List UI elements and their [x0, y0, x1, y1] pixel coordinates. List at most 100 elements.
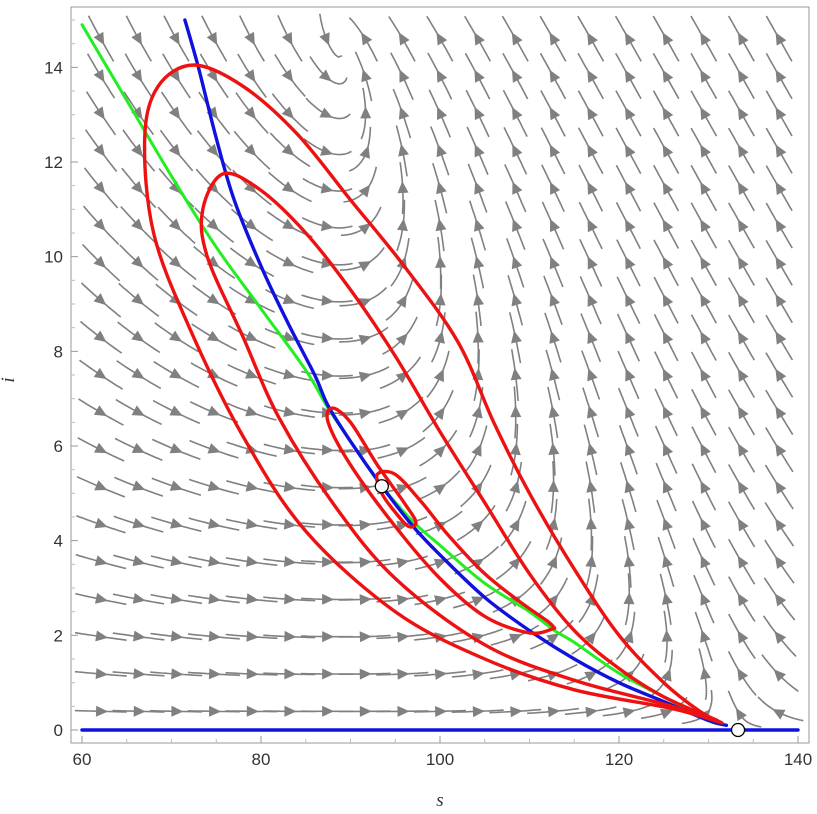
field-arrow — [399, 69, 410, 83]
field-arrow — [358, 371, 372, 383]
field-arrow — [474, 32, 485, 46]
field-arrow — [625, 181, 636, 195]
field-arrow — [206, 143, 219, 157]
field-arrow — [206, 31, 218, 46]
field-arrow — [281, 181, 295, 193]
x-tick-label: 140 — [784, 750, 812, 769]
field-arrow — [244, 181, 257, 194]
field-arrow — [397, 631, 410, 643]
field-arrow — [282, 293, 296, 305]
field-arrow — [132, 555, 146, 567]
field-arrow — [396, 557, 410, 569]
field-arrow — [132, 480, 146, 491]
field-arrow — [737, 593, 749, 607]
field-arrow — [584, 631, 597, 645]
field-arrow — [737, 107, 749, 121]
field-streamline — [534, 577, 569, 618]
field-arrow — [281, 106, 294, 119]
field-arrow — [93, 181, 106, 194]
field-arrow — [737, 331, 749, 345]
field-arrow — [737, 406, 749, 420]
field-arrow — [472, 330, 484, 343]
field-arrow — [131, 69, 143, 83]
field-arrow — [169, 330, 183, 342]
field-arrow — [245, 480, 259, 492]
field-arrow — [358, 261, 372, 272]
field-arrow — [775, 555, 787, 569]
field-arrow — [433, 445, 446, 458]
field-arrow — [361, 69, 372, 83]
field-arrow — [320, 220, 334, 232]
field-arrow — [700, 480, 711, 494]
field-arrow — [131, 218, 144, 231]
field-arrow — [244, 106, 256, 120]
field-arrow — [283, 443, 297, 455]
field-arrow — [283, 481, 297, 493]
field-arrow — [662, 144, 674, 158]
field-arrow — [549, 293, 560, 307]
field-arrow — [471, 596, 485, 607]
field-arrow — [625, 405, 636, 419]
field-arrow — [471, 405, 483, 419]
field-arrow — [246, 705, 259, 717]
field-arrow — [169, 368, 183, 379]
field-arrow — [434, 293, 446, 306]
field-arrow — [700, 555, 711, 569]
field-arrow — [168, 218, 182, 231]
x-tick-label: 120 — [605, 750, 633, 769]
field-arrow — [663, 443, 674, 457]
field-arrow — [206, 106, 218, 120]
field-arrow — [510, 367, 522, 381]
field-arrow — [434, 595, 448, 606]
field-arrow — [246, 593, 259, 605]
field-arrow — [775, 331, 787, 345]
field-arrow — [131, 143, 143, 157]
field-arrow — [169, 31, 180, 45]
field-arrow — [547, 706, 561, 718]
field-arrow — [623, 592, 635, 605]
field-arrow — [132, 593, 146, 604]
field-arrow — [662, 331, 674, 345]
ticks-layer: 60 80 100 120 140 0 2 4 6 8 10 12 14 — [44, 19, 812, 769]
field-arrow — [397, 668, 410, 680]
vector-field-layer — [74, 13, 804, 728]
field-arrow — [737, 69, 749, 83]
field-arrow — [284, 630, 297, 642]
field-arrow — [245, 518, 259, 530]
field-arrow — [168, 106, 181, 120]
field-arrow — [282, 218, 296, 230]
field-arrow — [624, 517, 635, 531]
field-arrow — [472, 669, 485, 681]
field-arrow — [359, 145, 370, 159]
y-tick-label: 0 — [54, 721, 63, 740]
field-arrow — [284, 705, 297, 717]
field-arrow — [737, 630, 749, 644]
field-arrow — [396, 594, 410, 606]
field-arrow — [207, 443, 221, 454]
field-arrow — [512, 181, 523, 195]
field-streamline — [382, 316, 418, 355]
field-arrow — [433, 368, 444, 383]
field-arrow — [281, 143, 295, 156]
field-arrow — [93, 405, 107, 417]
field-arrow — [737, 555, 749, 569]
field-arrow — [700, 629, 711, 643]
field-arrow — [549, 69, 561, 83]
field-arrow — [662, 219, 674, 233]
field-arrow — [700, 592, 711, 606]
field-arrow — [550, 181, 561, 195]
field-arrow — [474, 181, 485, 195]
field-arrow — [435, 255, 447, 268]
field-arrow — [206, 181, 219, 194]
field-arrow — [624, 32, 636, 46]
field-arrow — [587, 256, 598, 270]
field-arrow — [662, 554, 673, 568]
field-arrow — [662, 293, 674, 308]
field-arrow — [735, 708, 747, 722]
field-arrow — [585, 706, 598, 718]
field-arrow — [206, 218, 220, 231]
field-arrow — [322, 631, 335, 643]
field-arrow — [587, 368, 598, 382]
x-axis-label: s — [436, 790, 443, 811]
field-arrow — [397, 705, 410, 717]
